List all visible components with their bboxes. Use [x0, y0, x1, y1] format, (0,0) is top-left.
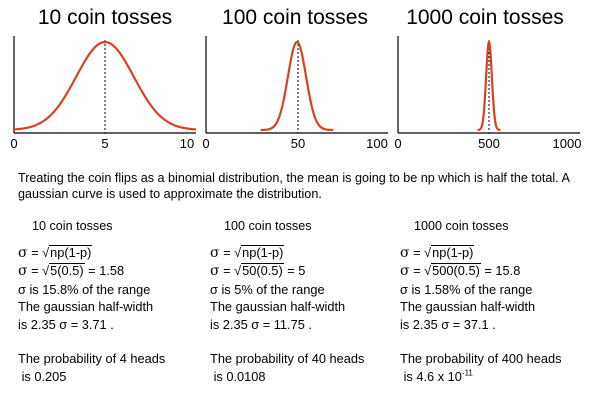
sigma-formula: σ = √np(1-p): [400, 244, 475, 261]
plot-10-curve: [13, 40, 197, 131]
sigma-formula: σ = √np(1-p): [18, 244, 93, 261]
plot-title-1000: 1000 coin tosses: [406, 6, 564, 29]
probability-line2: is 4.6 x 10-11: [403, 368, 473, 384]
probability-line1: The probability of 40 heads: [210, 351, 365, 366]
explanation-text: Treating the coin flips as a binomial di…: [18, 171, 570, 201]
plot-100-tosses: [205, 36, 388, 134]
plot-1000-curve: [477, 40, 501, 132]
tick-label: 100: [366, 136, 388, 151]
range-percent: σ is 1.58% of the range: [400, 281, 533, 297]
column-header: 100 coin tosses: [224, 219, 312, 233]
plot-10-tosses: [13, 36, 197, 134]
halfwidth-line2: is 2.35 σ = 3.71 .: [18, 316, 114, 332]
tick-label: 0: [10, 136, 18, 151]
plot-1000-tosses: [397, 36, 580, 134]
column-100-tosses: 100 coin tosses σ = √np(1-p) σ = √50(0.5…: [210, 218, 400, 385]
tick-label: 0: [202, 136, 210, 151]
column-10-tosses: 10 coin tosses σ = √np(1-p) σ = √5(0.5) …: [18, 218, 208, 385]
probability-line2: is 0.205: [21, 368, 67, 384]
sigma-numeric: σ = √500(0.5) = 15.8: [400, 263, 521, 279]
halfwidth-line1: The gaussian half-width: [400, 299, 536, 314]
tick-label: 0: [394, 136, 402, 151]
column-1000-tosses: 1000 coin tosses σ = √np(1-p) σ = √500(0…: [400, 218, 590, 385]
range-percent: σ is 5% of the range: [210, 281, 325, 297]
probability-exponent: -11: [461, 368, 473, 378]
gaussian-plots: [13, 36, 580, 134]
tick-label: 1000: [552, 136, 582, 151]
sigma-numeric: σ = √5(0.5) = 1.58: [18, 263, 125, 279]
plot-title-100: 100 coin tosses: [222, 6, 368, 29]
halfwidth-line1: The gaussian half-width: [210, 299, 346, 314]
sigma-numeric: σ = √50(0.5) = 5: [210, 263, 306, 279]
column-header: 10 coin tosses: [32, 219, 113, 233]
probability-line1: The probability of 4 heads: [18, 351, 166, 366]
probability-line2: is 0.0108: [213, 368, 266, 384]
range-percent: σ is 15.8% of the range: [18, 281, 151, 297]
sigma-formula: σ = √np(1-p): [210, 244, 285, 261]
halfwidth-line1: The gaussian half-width: [18, 299, 154, 314]
tick-label: 50: [290, 136, 306, 151]
tick-label: 500: [478, 136, 500, 151]
halfwidth-line2: is 2.35 σ = 37.1 .: [400, 316, 496, 332]
plot-title-10: 10 coin tosses: [37, 6, 173, 29]
halfwidth-line2: is 2.35 σ = 11.75 .: [210, 316, 312, 332]
probability-line1: The probability of 400 heads: [400, 351, 562, 366]
tick-label: 10: [179, 136, 195, 151]
tick-label: 5: [101, 136, 109, 151]
column-header: 1000 coin tosses: [414, 219, 509, 233]
plot-100-curve: [260, 40, 334, 132]
